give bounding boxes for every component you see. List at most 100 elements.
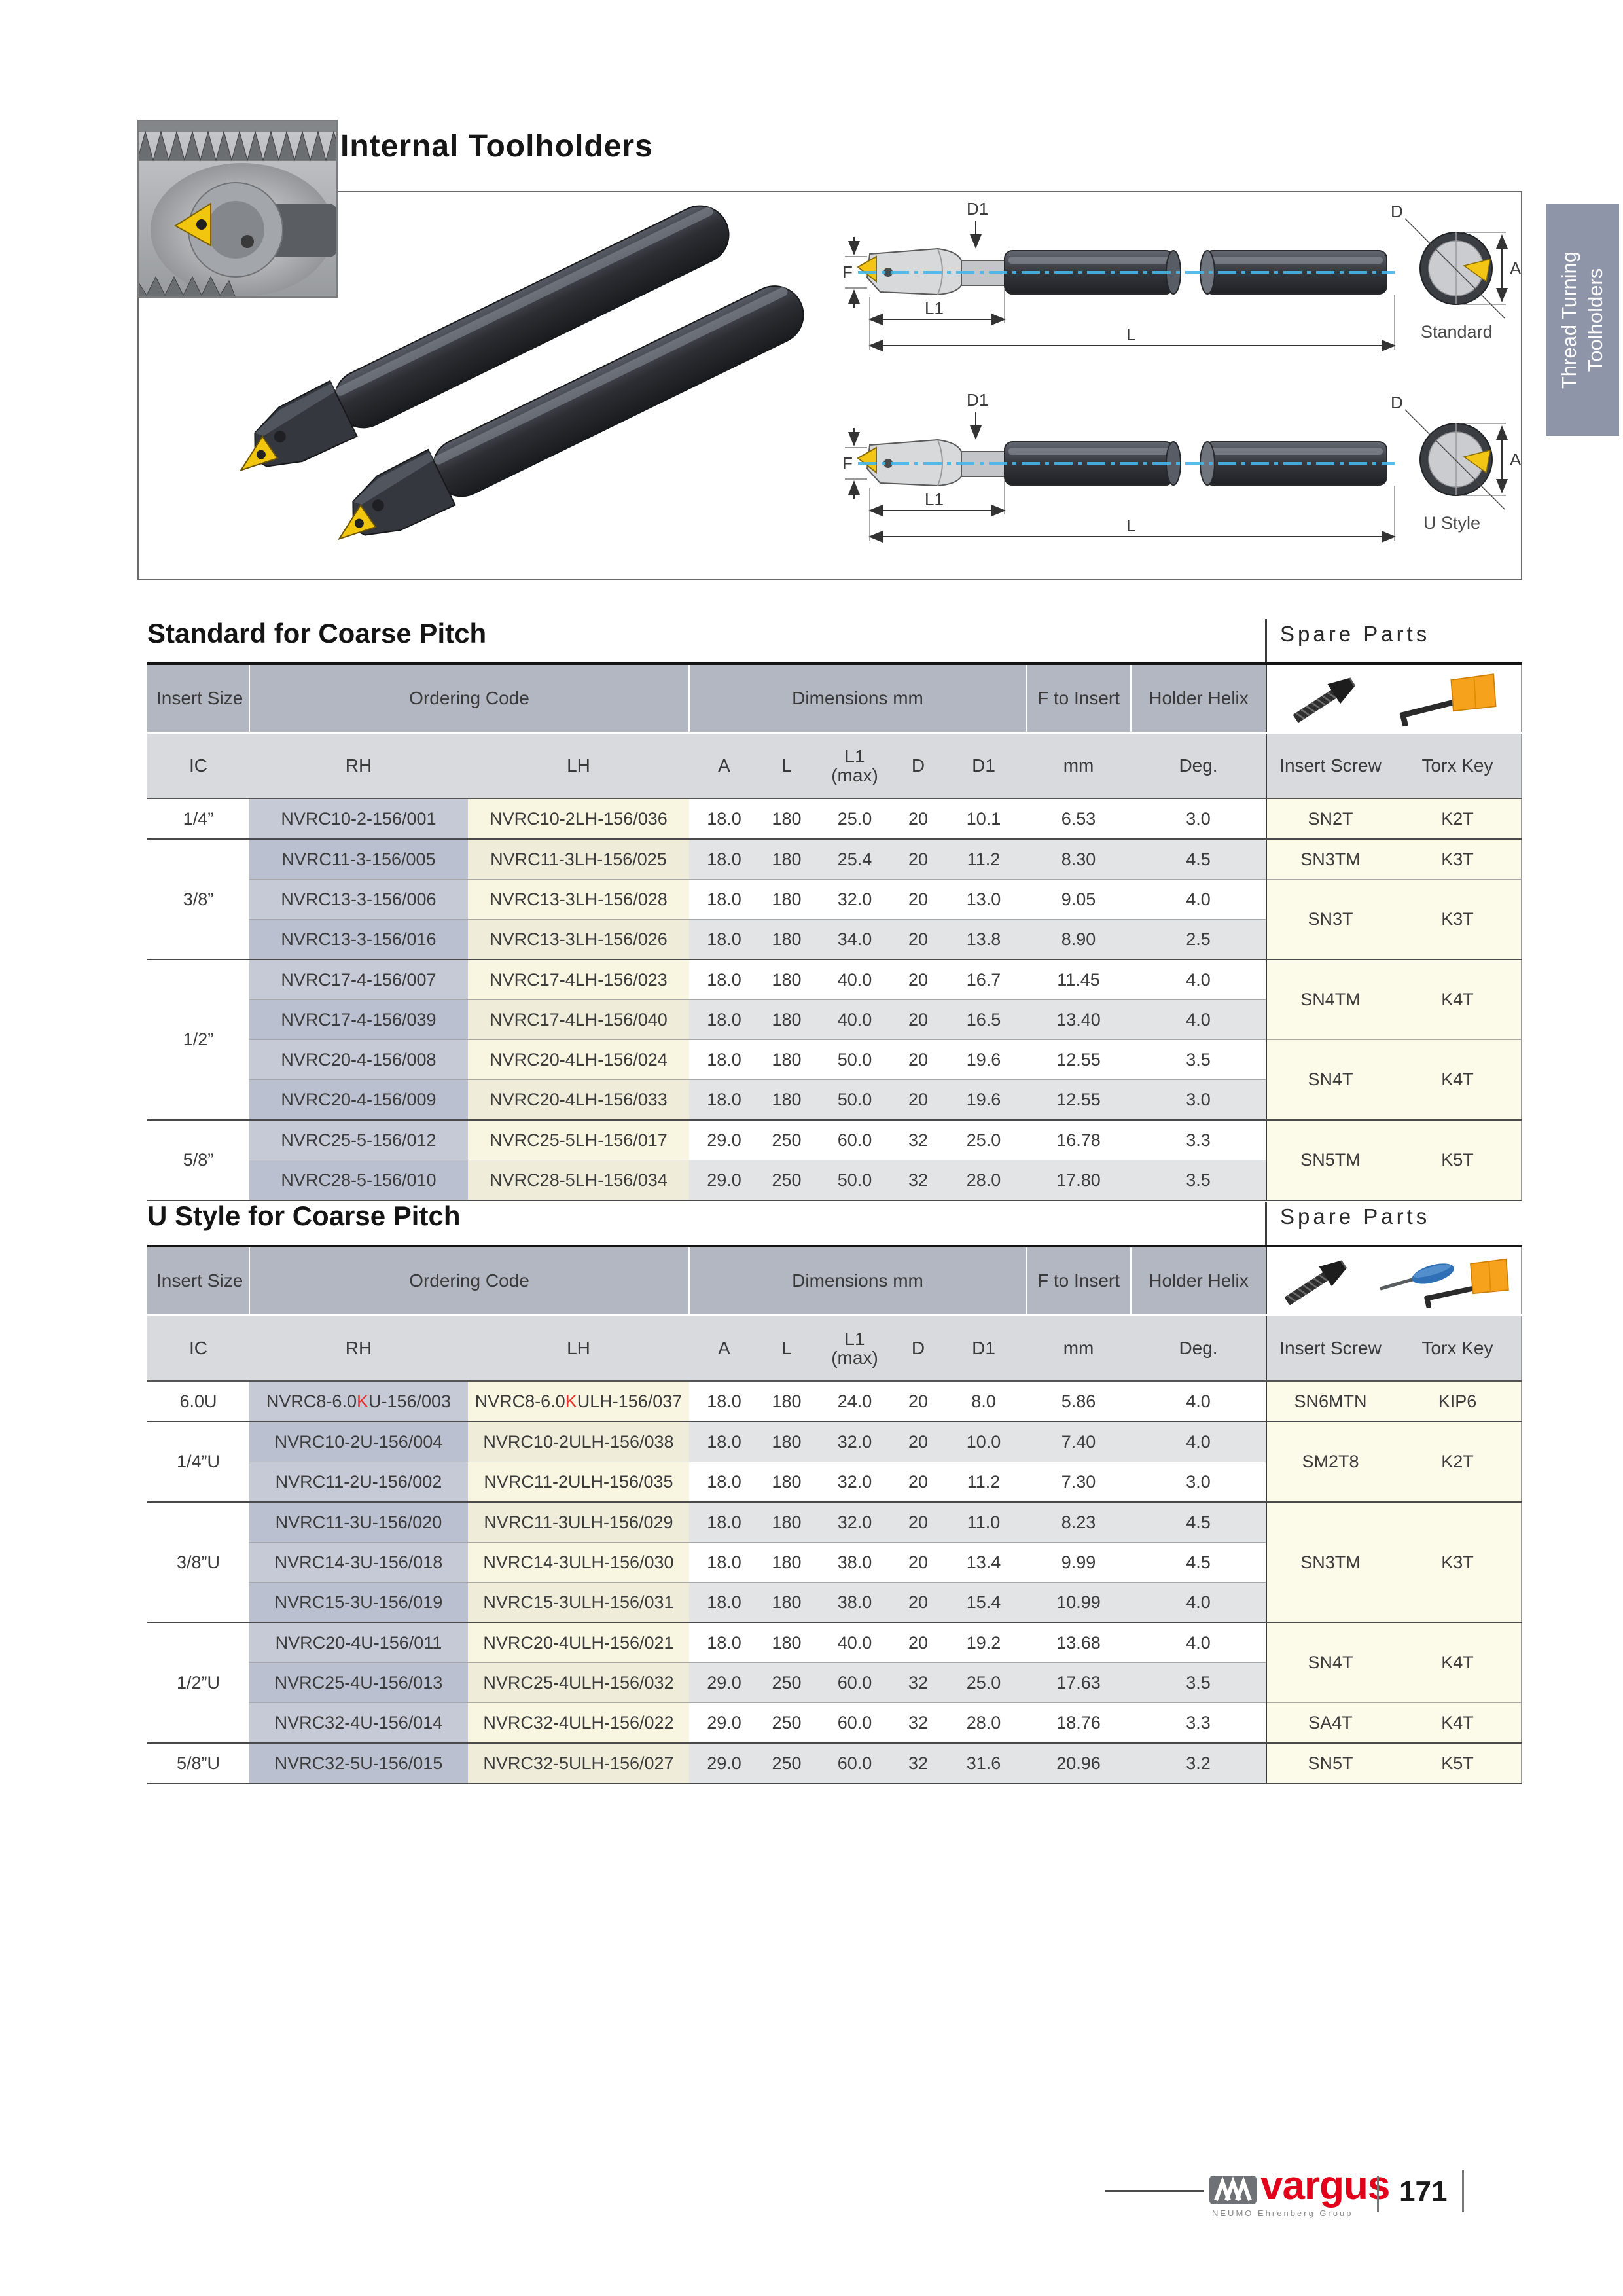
table-row: NVRC20-4-156/009 NVRC20-4LH-156/033 18.0 18… [147,1079,1522,1121]
dim-l-cell: 180 [759,1462,814,1503]
dim-d1-cell: 19.6 [941,1039,1027,1080]
dim-d1-cell: 28.0 [941,1702,1027,1744]
dim-l-cell: 180 [759,1582,814,1623]
col-header-mm: mm [1026,732,1132,799]
col-header-lh: LH [468,732,689,799]
f-to-insert-cell: 7.30 [1026,1462,1132,1503]
f-to-insert-cell: 17.80 [1026,1160,1132,1201]
dim-l-cell: 250 [759,1160,814,1201]
ordering-code-lh-cell: NVRC32-4ULH-156/022 [468,1702,689,1744]
ordering-code-rh-cell: NVRC32-5U-156/015 [249,1743,468,1784]
holder-helix-cell: 3.2 [1131,1743,1267,1784]
spare-parts-icons [1266,664,1522,734]
dim-d1-cell: 19.2 [941,1623,1027,1663]
dim-d-cell: 32 [895,1662,941,1703]
dim-a-cell: 18.0 [689,798,759,840]
insert-screw-cell: SN3TM [1266,1502,1395,1623]
table-row: NVRC13-3-156/016 NVRC13-3LH-156/026 18.0 18… [147,919,1522,960]
dim-d-cell: 20 [895,1542,941,1583]
col-group-ordering-code: Ordering Code [249,664,689,734]
spare-parts-divider-2 [1265,1202,1267,1245]
dim-l1-cell: 38.0 [814,1542,895,1583]
dim-l-cell: 250 [759,1120,814,1160]
holder-helix-cell: 3.0 [1131,1462,1267,1503]
torx-key-cell: K2T [1394,798,1522,840]
dim-d1-cell: 16.5 [941,999,1027,1040]
dim-d-cell: 20 [895,879,941,920]
column-header-row: IC RH LH A L L1 (max) D D1 mm Deg. Insert… [147,1315,1522,1382]
col-group-dimensions: Dimensions mm [688,1246,1027,1316]
table-row: 5/8” NVRC25-5-156/012 NVRC25-5LH-156/017 29… [147,1120,1522,1201]
insert-screw-cell: SA4T [1266,1702,1395,1744]
dim-l-cell: 180 [759,1039,814,1080]
insert-size-cell: 1/4”U [147,1422,249,1503]
col-header-deg: Deg. [1131,1315,1267,1382]
dim-a-cell: 18.0 [689,839,759,880]
holder-helix-cell: 3.0 [1131,798,1267,840]
side-tab-thread-turning-toolholders: Thread Turning Toolholders [1546,204,1619,436]
dim-l1-cell: 32.0 [814,1502,895,1543]
ordering-code-lh-cell: NVRC14-3ULH-156/030 [468,1542,689,1583]
holder-helix-cell: 3.0 [1131,1079,1267,1121]
dim-l1-cell: 34.0 [814,919,895,960]
dim-l-cell: 180 [759,839,814,880]
col-header-rh: RH [249,1315,468,1382]
holder-helix-cell: 4.0 [1131,1582,1267,1623]
footer-divider-2 [1462,2170,1464,2212]
table-row: 5/8”U NVRC32-5U-156/015 NVRC32-5ULH-156/02… [147,1743,1522,1784]
ordering-code-lh-cell: NVRC20-4LH-156/024 [468,1039,689,1080]
insert-screw-cell: SN4T [1266,1623,1395,1703]
col-header-l1: L1 (max) [814,1315,895,1382]
table-row: 6.0U NVRC8-6.0KU-156/003 NVRC8-6.0KULH-156… [147,1381,1522,1422]
dim-d-cell: 32 [895,1120,941,1160]
ordering-code-lh-cell: NVRC25-5LH-156/017 [468,1120,689,1160]
ordering-code-rh-cell: NVRC14-3U-156/018 [249,1542,468,1583]
ordering-code-rh-cell: NVRC25-5-156/012 [249,1120,468,1160]
holder-helix-cell: 4.0 [1131,960,1267,1000]
ordering-code-lh-cell: NVRC10-2LH-156/036 [468,798,689,840]
ordering-code-lh-cell: NVRC20-4LH-156/033 [468,1079,689,1121]
f-to-insert-cell: 8.90 [1026,919,1132,960]
dim-l1-cell: 32.0 [814,1422,895,1462]
dim-d1-cell: 13.8 [941,919,1027,960]
ordering-code-rh-cell: NVRC17-4-156/007 [249,960,468,1000]
dim-l1-cell: 60.0 [814,1120,895,1160]
dim-d-cell: 32 [895,1160,941,1201]
dim-d-cell: 20 [895,960,941,1000]
dim-a-cell: 29.0 [689,1120,759,1160]
group-header-row: Insert Size Ordering Code Dimensions mm … [147,664,1522,734]
insert-screw-cell: SN4T [1266,1039,1395,1121]
ordering-code-lh-cell: NVRC11-2ULH-156/035 [468,1462,689,1503]
table-row: NVRC25-4U-156/013 NVRC25-4ULH-156/032 29.0… [147,1662,1522,1703]
dim-l1-cell: 40.0 [814,960,895,1000]
dim-d1-cell: 10.1 [941,798,1027,840]
dim-l1-cell: 50.0 [814,1160,895,1201]
technical-drawing: D1 F L1 L D A Standard U Style [841,195,1522,575]
dim-l1-cell: 40.0 [814,999,895,1040]
dim-l-cell: 180 [759,999,814,1040]
torx-key-cell: K4T [1394,1623,1522,1703]
holder-helix-cell: 4.5 [1131,839,1267,880]
dim-l1-cell: 38.0 [814,1582,895,1623]
dim-l-cell: 180 [759,1079,814,1121]
ordering-code-rh-cell: NVRC13-3-156/016 [249,919,468,960]
col-header-ic: IC [147,732,249,799]
toolholder-product-photo [239,205,804,541]
dim-d-cell: 20 [895,1462,941,1503]
col-header-mm: mm [1026,1315,1132,1382]
torx-key-cell: K4T [1394,1702,1522,1744]
dim-l-cell: 180 [759,1422,814,1462]
ordering-code-lh-cell: NVRC8-6.0KULH-156/037 [468,1381,689,1422]
col-group-ordering-code: Ordering Code [249,1246,689,1316]
table-row: NVRC13-3-156/006 NVRC13-3LH-156/028 18.0 18… [147,879,1522,960]
table-row: NVRC20-4-156/008 NVRC20-4LH-156/024 18.0 18… [147,1039,1522,1121]
table-row: NVRC15-3U-156/019 NVRC15-3ULH-156/031 18.0… [147,1582,1522,1623]
f-to-insert-cell: 10.99 [1026,1582,1132,1623]
col-group-insert-size: Insert Size [147,664,249,734]
col-group-f-to-insert: F to Insert [1026,1246,1132,1316]
ordering-code-rh-cell: NVRC32-4U-156/014 [249,1702,468,1744]
col-header-l1: L1 (max) [814,732,895,799]
dim-d1-cell: 8.0 [941,1381,1027,1422]
standard-caption: Standard [1421,322,1493,342]
